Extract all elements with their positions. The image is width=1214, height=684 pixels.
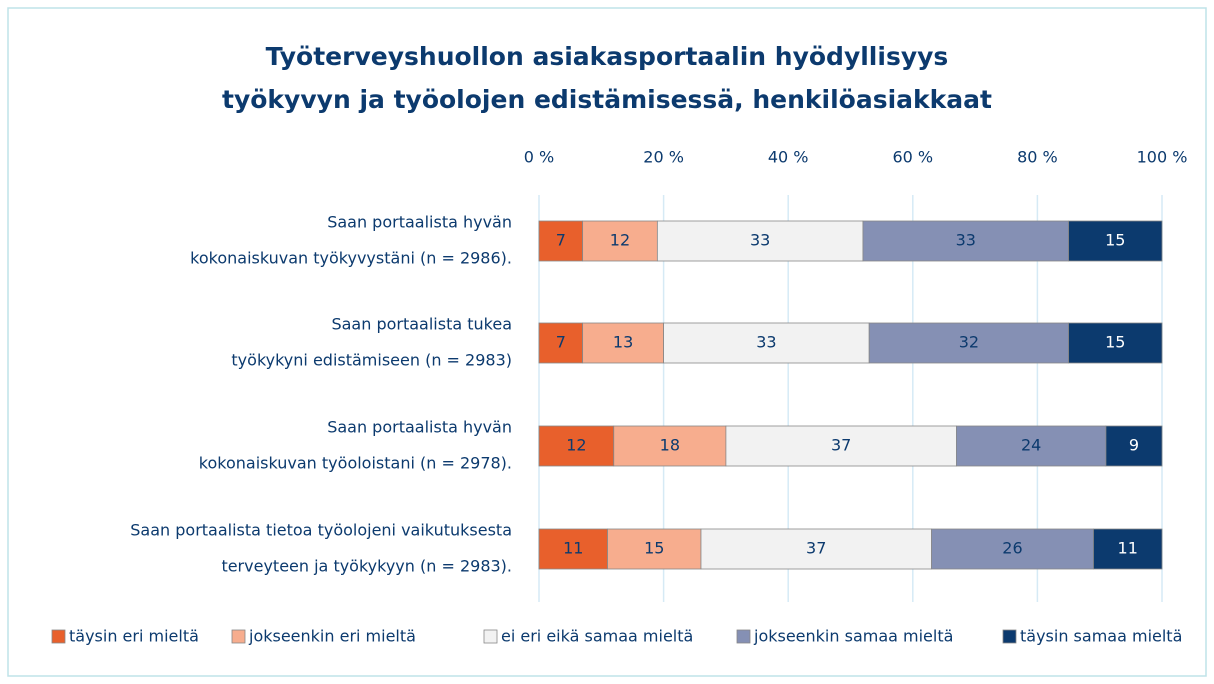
data-label: 11	[563, 539, 583, 558]
bar-segment	[538, 322, 584, 364]
bar-segment	[1068, 322, 1163, 364]
x-tick-label: 80 %	[1017, 148, 1058, 167]
bar-segment	[862, 220, 1069, 262]
data-label: 7	[556, 231, 566, 250]
data-label: 15	[644, 539, 664, 558]
data-label: 12	[566, 436, 586, 455]
y-tick-label: Saan portaalista tukea	[331, 315, 512, 334]
y-tick-label: kokonaiskuvan työkyvystäni (n = 2986).	[190, 249, 512, 268]
legend-swatch	[1002, 629, 1017, 644]
bar-segment	[1105, 425, 1163, 467]
data-label: 15	[1105, 231, 1125, 250]
data-label: 13	[613, 333, 633, 352]
legend-label: jokseenkin eri mieltä	[248, 627, 416, 646]
legend-swatch	[51, 629, 66, 644]
legend-label: jokseenkin samaa mieltä	[753, 627, 953, 646]
legend-swatch	[736, 629, 751, 644]
data-label: 33	[750, 231, 770, 250]
data-label: 9	[1129, 436, 1139, 455]
data-label: 37	[831, 436, 851, 455]
bar-segment	[725, 425, 957, 467]
chart-title: työkyvyn ja työolojen edistämisessä, hen…	[222, 85, 992, 114]
data-label: 33	[756, 333, 776, 352]
x-tick-label: 100 %	[1137, 148, 1188, 167]
y-tick-label: Saan portaalista hyvän	[327, 213, 512, 232]
x-tick-label: 40 %	[768, 148, 809, 167]
legend-swatch	[231, 629, 246, 644]
legend-swatch	[483, 629, 498, 644]
bar-segment	[613, 425, 727, 467]
legend-label: täysin samaa mieltä	[1020, 627, 1182, 646]
bar-segment	[656, 220, 864, 262]
bar-segment	[538, 528, 608, 570]
data-label: 18	[660, 436, 680, 455]
data-label: 12	[610, 231, 630, 250]
data-label: 15	[1105, 333, 1125, 352]
data-label: 37	[806, 539, 826, 558]
y-tick-label: terveyteen ja työkykyyn (n = 2983).	[221, 557, 512, 576]
bar-segment	[538, 425, 615, 467]
legend-label: ei eri eikä samaa mieltä	[501, 627, 693, 646]
y-tick-label: Saan portaalista hyvän	[327, 418, 512, 437]
data-label: 32	[959, 333, 979, 352]
bar-segment	[582, 322, 664, 364]
data-label: 24	[1021, 436, 1041, 455]
y-tick-label: kokonaiskuvan työoloistani (n = 2978).	[199, 454, 512, 473]
data-label: 33	[956, 231, 976, 250]
bar-segment	[1068, 220, 1163, 262]
bar-segment	[663, 322, 870, 364]
legend-label: täysin eri mieltä	[69, 627, 199, 646]
y-tick-label: työkykyni edistämiseen (n = 2983)	[231, 351, 512, 370]
x-tick-label: 60 %	[892, 148, 933, 167]
bar-segment	[1093, 528, 1163, 570]
data-label: 7	[556, 333, 566, 352]
x-tick-label: 20 %	[643, 148, 684, 167]
bar-segment	[868, 322, 1069, 364]
bar-segment	[607, 528, 702, 570]
x-tick-label: 0 %	[524, 148, 554, 167]
data-label: 26	[1002, 539, 1022, 558]
data-label: 11	[1118, 539, 1138, 558]
y-tick-label: Saan portaalista tietoa työolojeni vaiku…	[130, 521, 512, 540]
chart-title: Työterveyshuollon asiakasportaalin hyödy…	[266, 42, 949, 71]
